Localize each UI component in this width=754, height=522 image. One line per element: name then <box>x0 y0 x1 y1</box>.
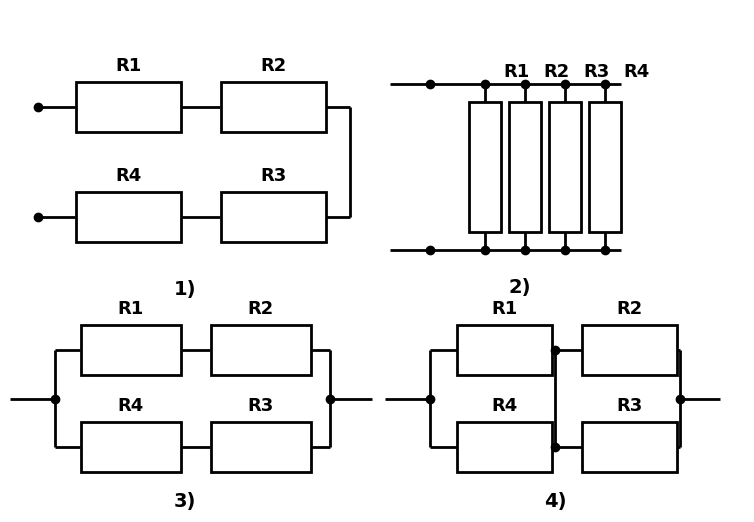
Text: R1: R1 <box>115 57 141 75</box>
Text: R2: R2 <box>247 300 274 318</box>
Bar <box>75 192 180 242</box>
Text: R3: R3 <box>583 63 609 81</box>
Bar <box>81 422 180 472</box>
Text: R4: R4 <box>118 397 143 415</box>
Bar <box>220 82 326 132</box>
Bar <box>582 325 677 375</box>
Bar <box>75 82 180 132</box>
Text: R1: R1 <box>503 63 529 81</box>
Text: R3: R3 <box>616 397 642 415</box>
Text: 3): 3) <box>174 492 196 512</box>
Bar <box>589 102 621 232</box>
Bar <box>210 422 311 472</box>
Bar <box>549 102 581 232</box>
Text: R4: R4 <box>115 167 141 185</box>
Bar <box>81 325 180 375</box>
Bar <box>210 325 311 375</box>
Bar <box>509 102 541 232</box>
Text: R1: R1 <box>118 300 143 318</box>
Bar <box>582 422 677 472</box>
Text: 1): 1) <box>173 279 196 299</box>
Text: R4: R4 <box>623 63 649 81</box>
Bar <box>469 102 501 232</box>
Text: 2): 2) <box>509 278 532 296</box>
Text: R2: R2 <box>543 63 569 81</box>
Bar <box>457 325 552 375</box>
Bar <box>220 192 326 242</box>
Text: R1: R1 <box>492 300 518 318</box>
Text: R4: R4 <box>492 397 518 415</box>
Bar <box>457 422 552 472</box>
Text: R2: R2 <box>616 300 642 318</box>
Text: 4): 4) <box>544 492 566 512</box>
Text: R3: R3 <box>247 397 274 415</box>
Text: R3: R3 <box>260 167 286 185</box>
Text: R2: R2 <box>260 57 286 75</box>
